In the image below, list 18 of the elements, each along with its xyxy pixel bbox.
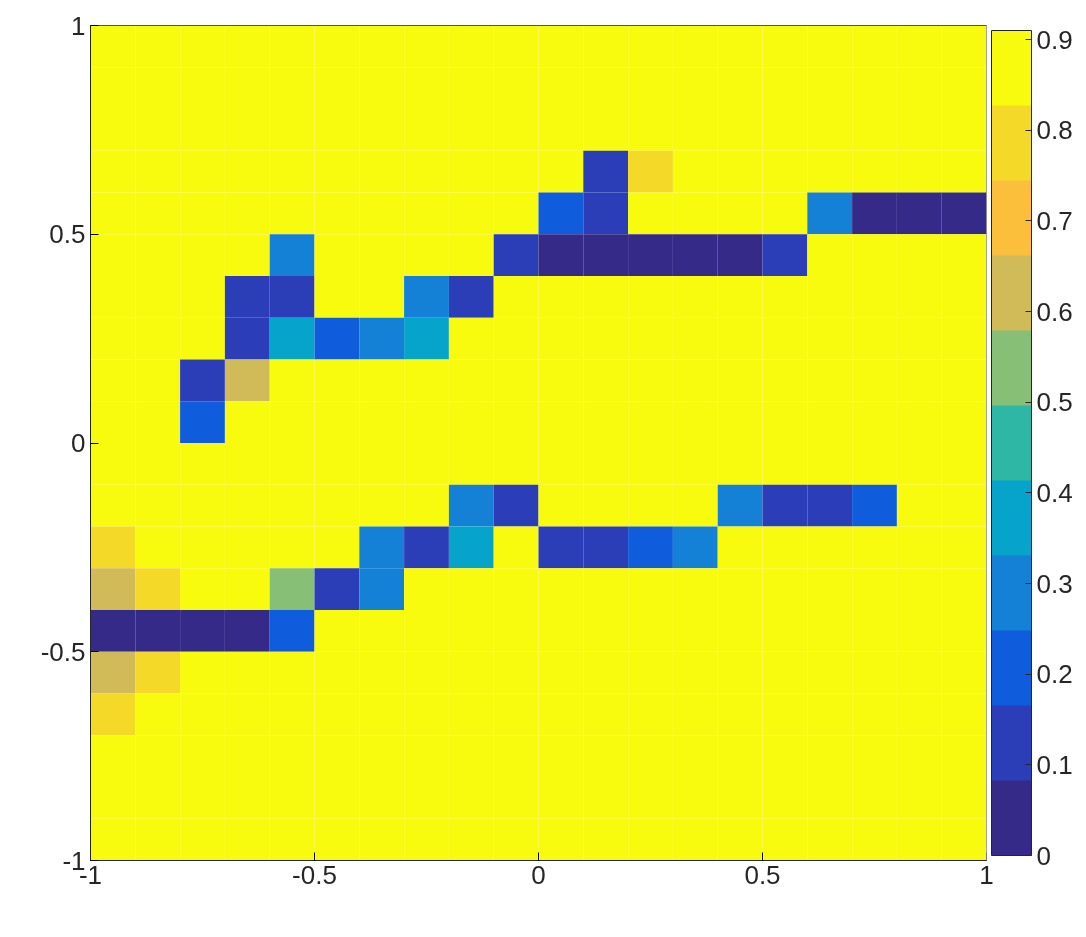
- color-bar-label: 0.6: [1036, 296, 1073, 327]
- color-bar-label: 0.1: [1036, 749, 1073, 780]
- color-bar-label: 0.4: [1036, 477, 1073, 508]
- y-tick-label: 0: [71, 428, 86, 458]
- color-bar-label: 0.9: [1036, 24, 1073, 55]
- y-tick-label: 0.5: [49, 219, 86, 250]
- y-tick-label: 1: [71, 10, 86, 41]
- color-bar-label: 0.8: [1036, 115, 1073, 146]
- color-bar-label: 0: [1036, 840, 1051, 871]
- x-tick-label: -0.5: [292, 859, 337, 890]
- x-tick-label: 0.5: [744, 859, 781, 890]
- color-bar-label: 0.7: [1036, 205, 1073, 236]
- x-tick-label: 1: [979, 859, 994, 890]
- x-tick-label: 0: [531, 859, 546, 890]
- color-bar-label: 0.3: [1036, 568, 1073, 599]
- color-bar-label: 0.5: [1036, 387, 1073, 418]
- y-tick-label: -0.5: [40, 636, 86, 667]
- color-bar-label: 0.2: [1036, 659, 1073, 690]
